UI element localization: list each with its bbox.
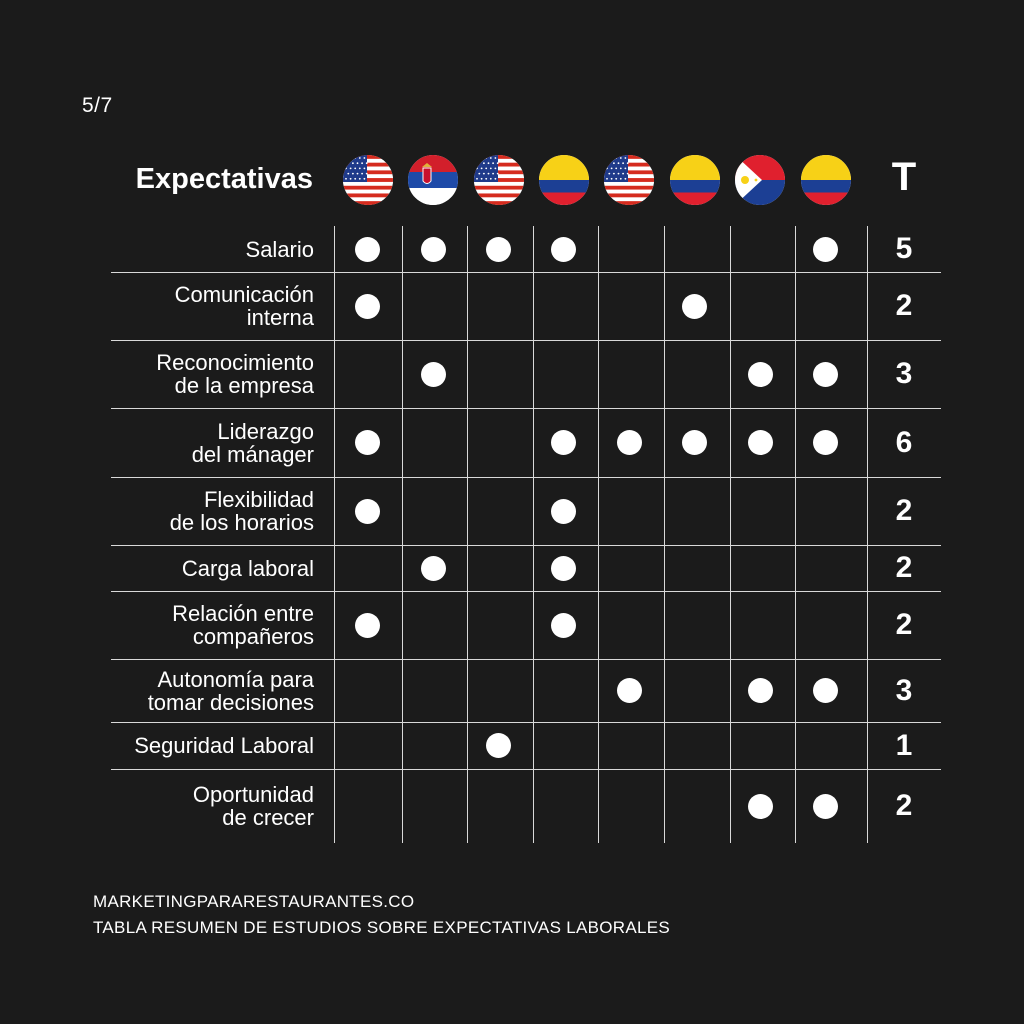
mark-dot [813, 678, 838, 703]
mark-dot [355, 612, 381, 638]
mark-dot [682, 293, 708, 319]
column-divider [730, 226, 731, 843]
row-label: Relación entre compañeros [172, 601, 314, 649]
mark-dot [551, 555, 577, 581]
row-total: 2 [895, 551, 913, 584]
mark-dot [551, 236, 577, 262]
colombia-flag-icon [800, 155, 851, 205]
row-label: Flexibilidad de los horarios [169, 487, 314, 535]
mark-dot [813, 793, 838, 819]
row-divider [111, 591, 941, 592]
column-divider [867, 226, 868, 843]
mark-dot [551, 612, 577, 638]
usa-flag-icon [604, 155, 655, 205]
mark-dot [420, 361, 446, 387]
mark-dot [747, 361, 773, 387]
mark-dot [616, 430, 642, 455]
mark-dot [747, 793, 773, 819]
column-divider [533, 226, 534, 843]
row-total: 2 [895, 608, 913, 641]
mark-dot [551, 430, 577, 455]
page-number: 5/7 [82, 94, 113, 117]
row-label: Comunicación interna [174, 282, 314, 330]
mark-dot [420, 236, 446, 262]
row-label: Salario [245, 236, 314, 262]
mark-dot [551, 498, 577, 524]
table-title: Expectativas [135, 163, 313, 195]
row-total: 2 [895, 289, 913, 322]
mark-dot [420, 555, 446, 581]
serbia-flag-icon [408, 155, 459, 205]
column-divider [402, 226, 403, 843]
total-header: T [891, 155, 917, 199]
mark-dot [486, 236, 511, 262]
mark-dot [747, 430, 773, 455]
row-divider [111, 769, 941, 770]
mark-dot [813, 236, 838, 262]
mark-dot [813, 430, 838, 455]
row-total: 1 [895, 728, 913, 762]
column-divider [795, 226, 796, 843]
footer-caption: TABLA RESUMEN DE ESTUDIOS SOBRE EXPECTAT… [93, 918, 671, 937]
mark-dot [355, 498, 381, 524]
row-divider [111, 272, 941, 273]
row-label: Carga laboral [181, 555, 314, 581]
row-label: Reconocimiento de la empresa [156, 350, 314, 398]
row-divider [111, 340, 941, 341]
row-divider [111, 659, 941, 660]
row-label: Liderazgo del mánager [191, 418, 314, 467]
row-total: 3 [895, 673, 913, 707]
row-divider [111, 477, 941, 478]
footer-site: MARKETINGPARARESTAURANTES.CO [93, 892, 415, 911]
row-label: Seguridad Laboral [134, 733, 314, 758]
row-total: 6 [895, 425, 913, 459]
row-label: Oportunidad de crecer [192, 782, 314, 830]
usa-flag-icon [473, 155, 524, 205]
column-divider [334, 226, 335, 843]
mark-dot [813, 361, 838, 387]
mark-dot [355, 293, 381, 319]
column-divider [664, 226, 665, 843]
row-divider [111, 408, 941, 409]
philippines-flag-icon [735, 155, 786, 205]
mark-dot [747, 678, 773, 703]
mark-dot [486, 733, 511, 758]
row-total: 5 [895, 232, 913, 265]
row-divider [111, 545, 941, 546]
column-divider [467, 226, 468, 843]
row-total: 3 [895, 357, 913, 390]
usa-flag-icon [342, 155, 393, 205]
mark-dot [616, 678, 642, 703]
row-total: 2 [895, 494, 913, 527]
row-total: 2 [895, 789, 913, 822]
column-divider [598, 226, 599, 843]
row-divider [111, 722, 941, 723]
mark-dot [355, 236, 381, 262]
row-label: Autonomía para tomar decisiones [147, 666, 314, 715]
colombia-flag-icon [538, 155, 589, 205]
mark-dot [355, 430, 381, 455]
colombia-flag-icon [669, 155, 720, 205]
mark-dot [682, 430, 708, 455]
